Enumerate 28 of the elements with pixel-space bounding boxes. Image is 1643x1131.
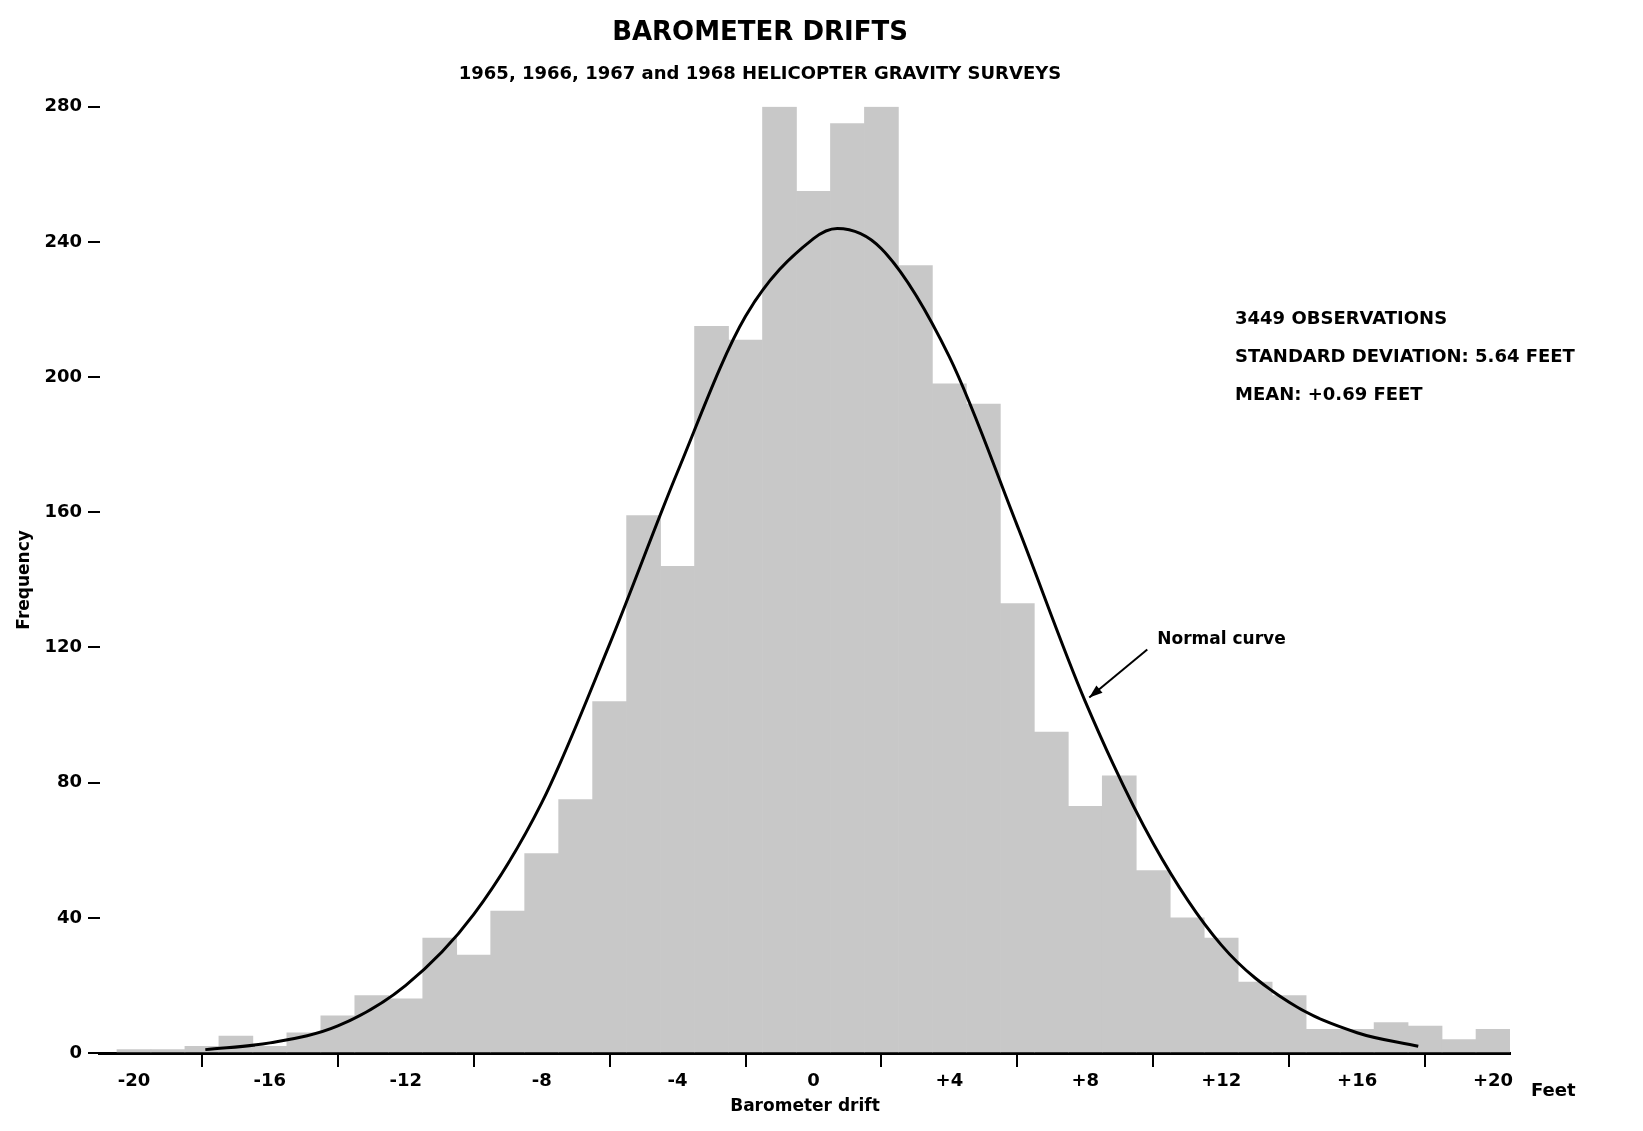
- annotation: MEAN: +0.69 FEET: [1235, 383, 1424, 405]
- annotation: STANDARD DEVIATION: 5.64 FEET: [1235, 345, 1576, 367]
- x-tick-label: +4: [935, 1069, 964, 1091]
- annotation: 3449 OBSERVATIONS: [1235, 307, 1448, 329]
- x-tick-label: -4: [667, 1069, 688, 1091]
- y-tick-label: 40: [56, 905, 82, 927]
- y-tick-label: 0: [69, 1040, 82, 1062]
- x-tick-label: -20: [117, 1069, 151, 1091]
- text: Feet: [1531, 1078, 1576, 1100]
- y-tick-label: 200: [44, 364, 82, 386]
- x-tick-label: +20: [1472, 1069, 1514, 1091]
- chart-subtitle: 1965, 1966, 1967 and 1968 HELICOPTER GRAVITY SURVEYS: [458, 61, 1062, 83]
- chart-title: BAROMETER DRIFTS: [612, 16, 908, 47]
- x-tick-label: -12: [389, 1069, 423, 1091]
- y-axis-title: Frequency: [12, 530, 33, 630]
- text: Normal curve: [1157, 627, 1286, 648]
- y-tick-label: 280: [44, 94, 82, 116]
- x-tick-label: +8: [1071, 1069, 1100, 1091]
- x-tick-label: -8: [531, 1069, 552, 1091]
- y-tick-label: 80: [56, 770, 82, 792]
- x-tick-label: +12: [1201, 1069, 1242, 1091]
- x-axis-title: Barometer drift: [730, 1095, 880, 1116]
- y-tick-label: 120: [44, 635, 82, 657]
- x-tick-label: -16: [253, 1069, 287, 1091]
- x-tick-label: +16: [1337, 1069, 1378, 1091]
- y-tick-label: 240: [44, 229, 82, 251]
- y-tick-label: 160: [44, 499, 82, 521]
- x-tick-label: 0: [807, 1069, 820, 1091]
